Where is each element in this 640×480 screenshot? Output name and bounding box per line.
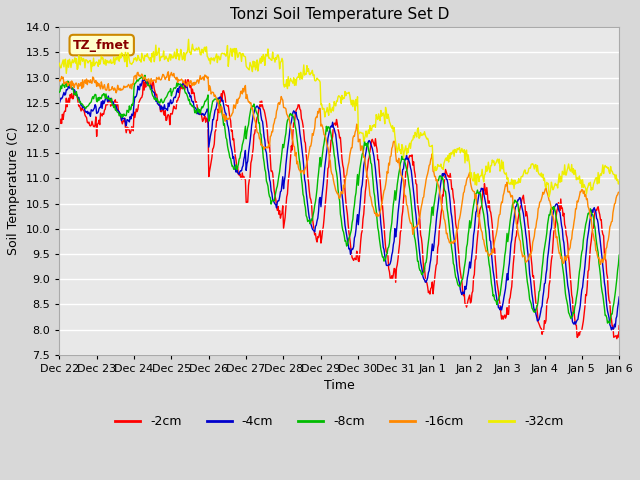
Legend: -2cm, -4cm, -8cm, -16cm, -32cm: -2cm, -4cm, -8cm, -16cm, -32cm	[110, 410, 568, 433]
X-axis label: Time: Time	[324, 379, 355, 392]
Text: TZ_fmet: TZ_fmet	[73, 38, 130, 51]
Title: Tonzi Soil Temperature Set D: Tonzi Soil Temperature Set D	[230, 7, 449, 22]
Y-axis label: Soil Temperature (C): Soil Temperature (C)	[7, 127, 20, 255]
